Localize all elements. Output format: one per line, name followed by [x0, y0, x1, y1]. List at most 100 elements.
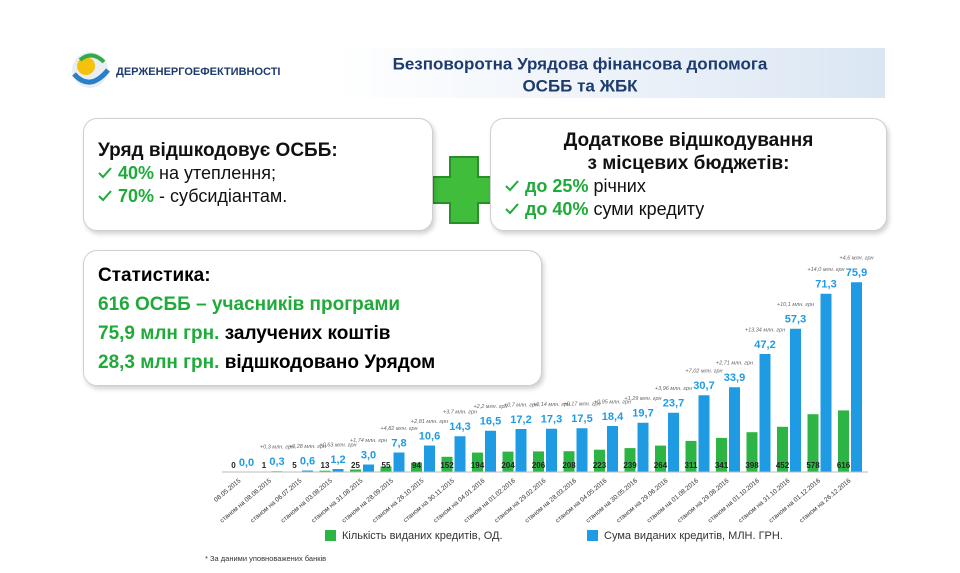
bar [563, 451, 575, 472]
increment-annotation: +4,6 млн. грн [839, 256, 873, 262]
bar [668, 412, 679, 472]
logo [72, 52, 110, 88]
sum-label: 1,2 [330, 454, 345, 466]
government-box: Уряд відшкодовує ОСББ: 40% на утеплення;… [83, 118, 433, 231]
logo-text: Держенергоефективності [116, 66, 280, 78]
x-tick-label: станом на 29.02.2016 [493, 477, 547, 524]
count-label: 311 [685, 461, 698, 470]
increment-annotation: +2,81 млн. грн [411, 419, 448, 425]
x-tick-label: станом на 26.10.2015 [371, 477, 425, 524]
bar [594, 449, 605, 472]
sum-label: 16,5 [480, 416, 501, 428]
increment-annotation: +13,34 млн. грн [745, 327, 785, 333]
increment-annotation: +2,71 млн. грн [716, 361, 753, 367]
sum-label: 7,8 [391, 437, 406, 449]
count-label: 452 [776, 461, 790, 470]
count-label: 341 [715, 461, 729, 470]
legend-swatch [325, 530, 336, 541]
bar [302, 470, 313, 472]
x-tick-label: 08.05.2015 [213, 477, 243, 504]
count-label: 94 [412, 461, 421, 470]
count-label: 194 [471, 461, 485, 470]
bar [454, 436, 466, 472]
count-label: 398 [745, 461, 759, 470]
sum-label: 71,3 [815, 279, 836, 291]
sum-label: 14,3 [449, 421, 470, 433]
item: 70% - субсидіантам. [98, 185, 432, 208]
bar [533, 451, 544, 472]
count-label: 13 [321, 461, 330, 470]
sum-label: 19,7 [632, 408, 653, 420]
legend-label: Кількість виданих кредитів, ОД. [342, 530, 503, 542]
count-label: 1 [262, 461, 267, 470]
stats-line: 75,9 млн грн. залучених коштів [98, 323, 391, 344]
increment-annotation: +14,0 млн. грн [807, 267, 844, 273]
count-label: 578 [806, 461, 820, 470]
x-tick-label: станом на 26.12.2016 [798, 477, 852, 524]
sum-label: 17,5 [571, 413, 592, 425]
increment-annotation: +0,17 млн. грн [563, 402, 600, 408]
stats-line: 28,3 млн грн. відшкодовано Урядом [98, 352, 436, 373]
bar [411, 462, 422, 472]
item: до 25% річних [505, 175, 886, 198]
count-label: 239 [623, 461, 637, 470]
bar [838, 410, 849, 472]
footnote: * За даними уповноважених банків [205, 554, 326, 563]
x-tick-label: станом на 01.12.2016 [768, 477, 822, 524]
bar [746, 432, 758, 472]
bar [380, 466, 392, 472]
sum-label: 23,7 [663, 398, 684, 410]
bar [698, 395, 710, 472]
sum-label: 47,2 [754, 339, 775, 351]
box-heading: Уряд відшкодовує ОСББ: [98, 140, 338, 161]
increment-annotation: +1,29 млн. грн [624, 396, 661, 402]
x-tick-label: станом на 01.02.2016 [463, 477, 517, 524]
x-tick-label: станом на 01.08.2016 [646, 477, 700, 524]
sum-label: 57,3 [785, 314, 806, 326]
bar [485, 430, 496, 472]
count-label: 204 [501, 461, 515, 470]
bar [655, 445, 666, 472]
bar [759, 354, 771, 472]
box-heading: з місцевих бюджетів: [587, 153, 790, 174]
sum-label: 0,0 [239, 457, 254, 469]
x-tick-label: станом на 29.06.2016 [615, 477, 669, 524]
item: до 40% суми кредиту [505, 198, 886, 221]
bar [319, 470, 331, 472]
count-label: 152 [440, 461, 454, 470]
increment-annotation: +10,1 млн. грн [777, 302, 814, 308]
box-heading: Додаткове відшкодування [563, 130, 814, 151]
x-tick-label: станом на 06.07.2015 [249, 477, 303, 524]
increment-annotation: +0,3 млн. грн [260, 445, 294, 451]
x-tick-label: станом на 03.08.2015 [280, 477, 334, 524]
bar [607, 426, 618, 472]
bar [515, 429, 527, 472]
sum-label: 17,3 [541, 414, 562, 426]
bar [777, 426, 788, 472]
bar [502, 451, 514, 472]
bar [685, 440, 697, 472]
bar [472, 452, 483, 472]
bar [424, 445, 435, 472]
bar [576, 428, 588, 472]
bar [350, 469, 361, 472]
bar [729, 387, 740, 472]
bar [624, 448, 636, 472]
stats-heading: Статистика: [98, 265, 211, 286]
sum-label: 3,0 [361, 449, 376, 461]
statistics-box: Статистика: 616 ОСББ – учасників програм… [83, 250, 542, 386]
increment-annotation: +2,2 млн. грн [473, 404, 507, 410]
sum-label: 18,4 [602, 411, 624, 423]
bar [820, 293, 832, 472]
count-label: 0 [231, 461, 236, 470]
sum-label: 33,9 [724, 372, 745, 384]
sum-label: 30,7 [693, 380, 714, 392]
increment-annotation: +3,7 млн. грн [443, 410, 477, 416]
sum-label: 17,2 [510, 414, 531, 426]
title-banner [335, 48, 885, 98]
bar [851, 282, 862, 472]
increment-annotation: +0,95 млн. грн [594, 399, 631, 405]
x-tick-label: станом на 04.05.2016 [554, 477, 608, 524]
plus-icon [432, 156, 496, 224]
